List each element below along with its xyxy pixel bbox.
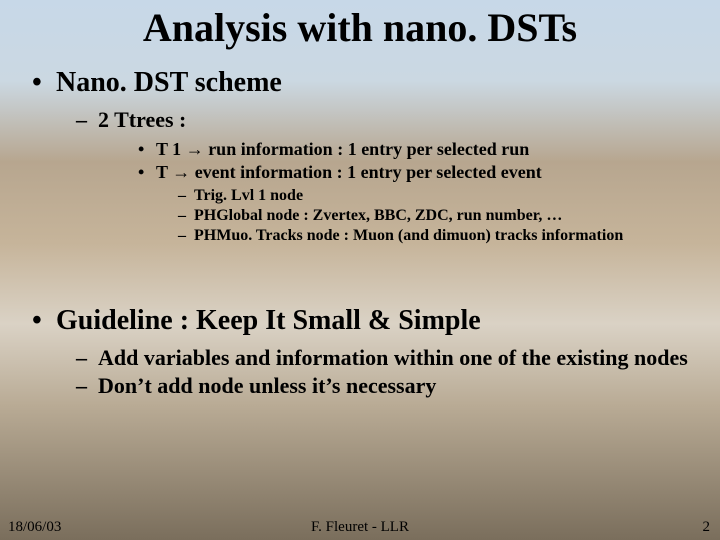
tree-t: T → event information : 1 entry per sele… <box>138 162 698 245</box>
footer-date: 18/06/03 <box>8 519 61 536</box>
footer-page-number: 2 <box>703 519 711 536</box>
node-phglobal: PHGlobal node : Zvertex, BBC, ZDC, run n… <box>178 207 698 225</box>
arrow-icon: → <box>186 139 204 159</box>
footer-center: F. Fleuret - LLR <box>0 519 720 536</box>
tree-t1-prefix: T 1 <box>156 139 186 159</box>
arrow-icon: → <box>172 162 190 182</box>
tree-t-prefix: T <box>156 162 172 182</box>
bullet-scheme: Nano. DST scheme 2 Ttrees : T 1 → run in… <box>30 67 698 245</box>
slide-content: Nano. DST scheme 2 Ttrees : T 1 → run in… <box>0 67 720 399</box>
bullet-guideline-label: Guideline : Keep It Small & Simple <box>56 305 481 336</box>
tree-t-suffix: event information : 1 entry per selected… <box>190 162 542 182</box>
bullet-scheme-label: Nano. DST scheme <box>56 67 282 98</box>
node-triglvl1: Trig. Lvl 1 node <box>178 187 698 205</box>
slide-title: Analysis with nano. DSTs <box>0 0 720 57</box>
footer: 18/06/03 F. Fleuret - LLR 2 <box>0 519 720 536</box>
guideline-add-vars: Add variables and information within one… <box>76 345 698 371</box>
tree-t1-suffix: run information : 1 entry per selected r… <box>204 139 530 159</box>
bullet-guideline: Guideline : Keep It Small & Simple Add v… <box>30 305 698 399</box>
slide: Analysis with nano. DSTs Nano. DST schem… <box>0 0 720 540</box>
guideline-no-node: Don’t add node unless it’s necessary <box>76 373 698 399</box>
tree-t1: T 1 → run information : 1 entry per sele… <box>138 139 698 160</box>
sub-ttrees-label: 2 Ttrees : <box>98 107 186 132</box>
sub-ttrees: 2 Ttrees : T 1 → run information : 1 ent… <box>76 107 698 245</box>
node-phmuotracks: PHMuo. Tracks node : Muon (and dimuon) t… <box>178 227 698 245</box>
